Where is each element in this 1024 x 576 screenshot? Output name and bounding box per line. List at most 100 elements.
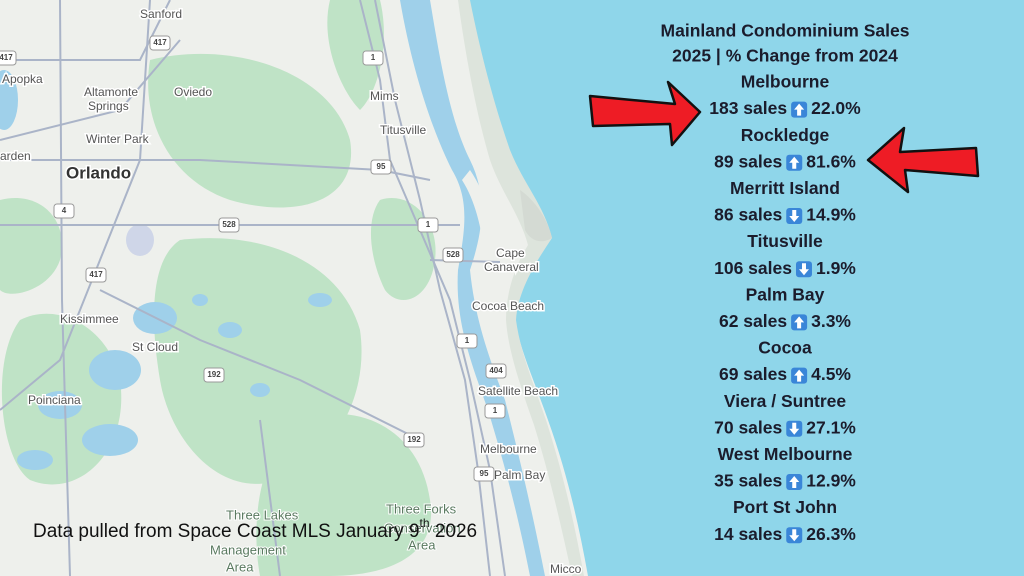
- city-name: Port St John: [733, 497, 837, 517]
- percent-change: 4.5%: [811, 364, 851, 384]
- percent-change: 1.9%: [816, 258, 856, 278]
- shield-number: 192: [407, 435, 421, 444]
- shield-badge: [485, 363, 507, 379]
- arrow-down: [798, 263, 809, 276]
- shield-number: 192: [207, 370, 221, 379]
- percent-change: 22.0%: [811, 98, 861, 118]
- red-arrow-right: [866, 126, 980, 194]
- map-label: Orlando: [66, 163, 131, 182]
- shield-badge: [53, 203, 75, 219]
- subtitle: 2025 | % Change from 2024: [672, 46, 898, 66]
- map-label: Area: [226, 559, 254, 574]
- shield-badge: [442, 247, 464, 263]
- shield-number: 95: [480, 469, 489, 478]
- map-label: Cape: [496, 246, 525, 260]
- percent-change: 14.9%: [806, 205, 856, 225]
- map-label: Canaveral: [484, 260, 539, 274]
- map-label: Three Forks: [386, 501, 457, 516]
- shield-badge: [417, 217, 439, 233]
- map-label: Conservation: [384, 520, 461, 535]
- roads: [0, 0, 506, 576]
- percent-change: 81.6%: [806, 151, 856, 171]
- map-label: Springs: [88, 99, 129, 113]
- map-labels: Sanford Apopka Altamonte Springs Oviedo …: [0, 6, 583, 576]
- city-name: Melbourne: [741, 72, 830, 92]
- footnote: Data pulled from Space Coast MLS January…: [33, 516, 477, 542]
- city-name: Titusville: [747, 231, 823, 251]
- percent-change: 26.3%: [806, 524, 856, 544]
- shield-number: 95: [377, 162, 386, 171]
- sales-count: 70 sales: [714, 417, 782, 437]
- map-label: Management: [210, 542, 286, 557]
- shield-number: 1: [465, 336, 470, 345]
- shield-badge: [149, 35, 171, 51]
- map-label: Palm Bay: [494, 468, 545, 482]
- sales-count: 86 sales: [714, 205, 782, 225]
- arrow-up: [794, 103, 805, 116]
- shield-number: 528: [222, 220, 236, 229]
- sales-panel: Mainland Condominium Sales 2025 | % Chan…: [661, 21, 910, 544]
- map-label: Mims: [370, 89, 399, 103]
- sales-count: 14 sales: [714, 524, 782, 544]
- shield-number: 417: [153, 38, 167, 47]
- lagoon: [400, 0, 545, 576]
- map-label: Titusville: [380, 123, 427, 137]
- map-label: Cocoa Beach: [472, 299, 544, 313]
- shield-number: 1: [493, 406, 498, 415]
- shield-badge: [456, 333, 478, 349]
- map-label: Sanford: [140, 7, 182, 21]
- cape: [520, 190, 552, 242]
- map-label: Area: [408, 537, 436, 552]
- merritt-island: [462, 170, 499, 272]
- title: Mainland Condominium Sales: [661, 21, 910, 41]
- sales-count: 89 sales: [714, 151, 782, 171]
- shield-number: 528: [446, 250, 460, 259]
- map-label: Altamonte: [84, 85, 138, 99]
- shield-number: 417: [89, 270, 103, 279]
- shield-number: 4: [62, 206, 67, 215]
- map-label: arden: [0, 149, 31, 163]
- shield-badge: [370, 159, 392, 175]
- shield-badge: [203, 367, 225, 383]
- city-name: Merritt Island: [730, 178, 840, 198]
- arrow-up: [794, 316, 805, 329]
- shield-number: 417: [0, 53, 13, 62]
- arrow-down: [789, 529, 800, 542]
- arrow-up: [789, 476, 800, 488]
- map-label: Micco: [550, 562, 582, 576]
- shield-number: 404: [489, 366, 503, 375]
- map-label: Satellite Beach: [478, 384, 558, 398]
- arrow-down: [789, 210, 800, 222]
- map-label: Oviedo: [174, 85, 212, 99]
- sales-count: 62 sales: [719, 311, 787, 331]
- percent-change: 27.1%: [806, 417, 856, 437]
- arrow-down: [789, 422, 800, 435]
- city-name: West Melbourne: [718, 444, 853, 464]
- sales-count: 69 sales: [719, 364, 787, 384]
- shield-badge: [85, 267, 107, 283]
- percent-change: 3.3%: [811, 311, 851, 331]
- shield-badge: [362, 50, 384, 66]
- city-name: Cocoa: [758, 338, 812, 358]
- shield-number: 1: [371, 53, 376, 62]
- footnote-tail: 2026: [430, 521, 478, 542]
- sales-count: 183 sales: [709, 98, 787, 118]
- footnote-text: Data pulled from Space Coast MLS January…: [33, 521, 420, 542]
- shield-badge: [473, 466, 495, 482]
- city-name: Palm Bay: [746, 284, 825, 304]
- shield-badge: [0, 50, 17, 66]
- map-label: Kissimmee: [60, 312, 119, 326]
- map-label: Poinciana: [28, 393, 81, 407]
- percent-change: 12.9%: [806, 471, 856, 491]
- sales-count: 35 sales: [714, 471, 782, 491]
- map-label: St Cloud: [132, 340, 178, 354]
- red-arrow-left: [588, 80, 702, 147]
- shield-badge: [218, 217, 240, 233]
- arrow-up: [794, 369, 805, 382]
- sales-count: 106 sales: [714, 258, 792, 278]
- arrow-up: [789, 156, 800, 169]
- map-label: Melbourne: [480, 442, 537, 456]
- city-name: Rockledge: [741, 125, 830, 145]
